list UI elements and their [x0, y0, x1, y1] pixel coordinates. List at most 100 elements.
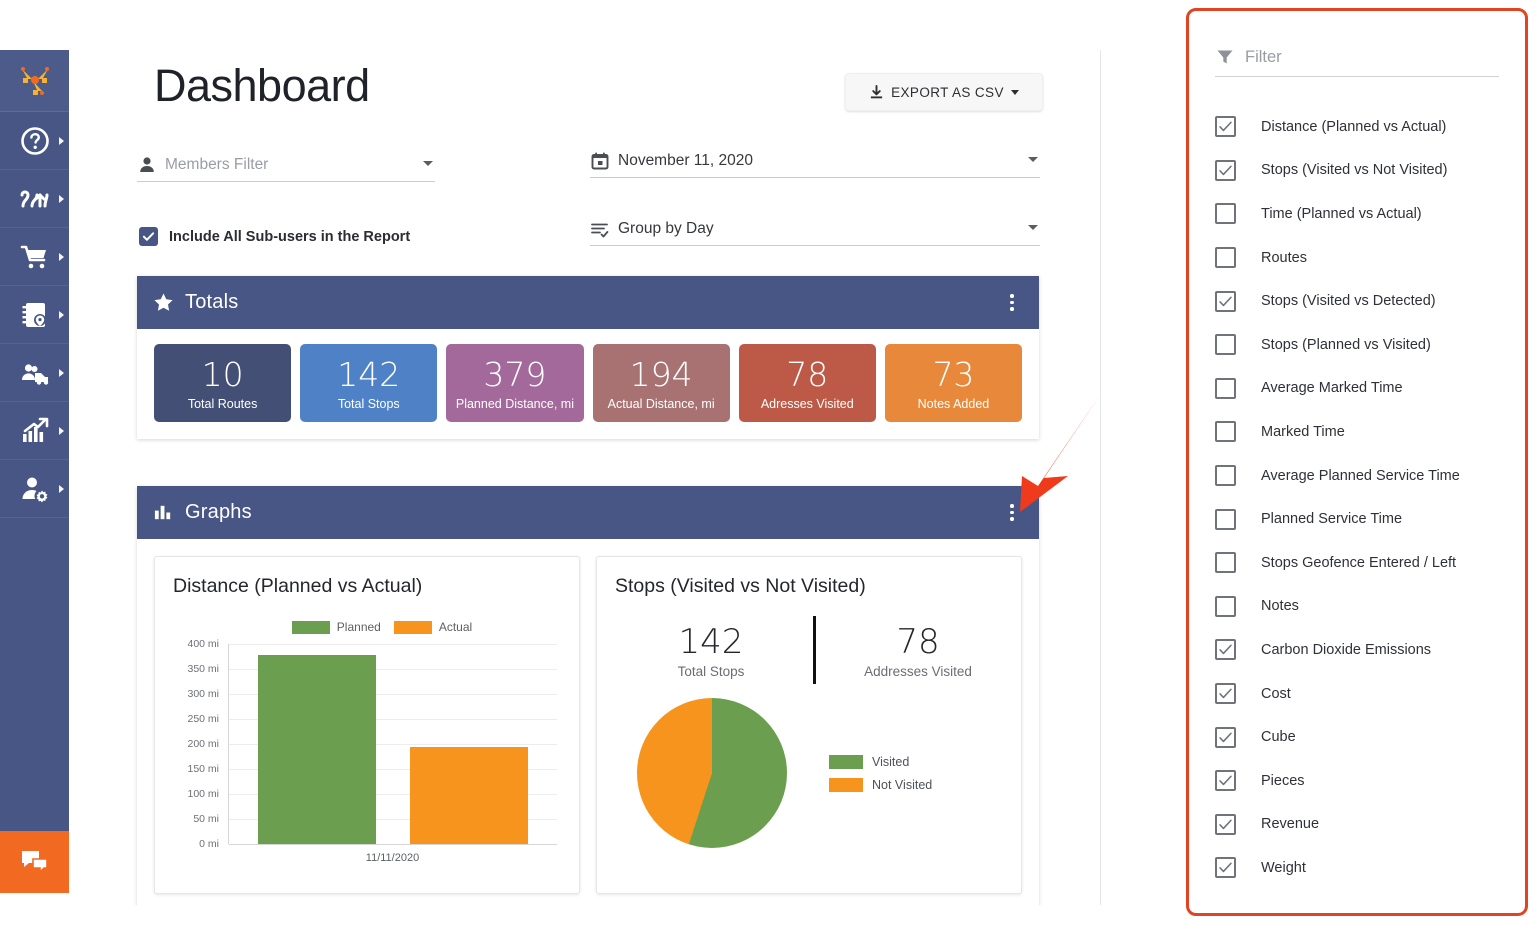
filter-list-item[interactable]: Marked Time	[1215, 410, 1499, 454]
legend-swatch	[291, 620, 330, 634]
chart-growth-icon	[22, 417, 48, 442]
export-as-csv-button[interactable]: EXPORT AS CSV	[845, 73, 1043, 111]
group-by-select[interactable]: Group by Day	[590, 212, 1040, 246]
total-tile-label: Total Stops	[337, 397, 400, 412]
main-content: Dashboard EXPORT AS CSV Members Filter	[69, 50, 1101, 905]
gridline	[229, 694, 557, 695]
sidebar-item-address-book[interactable]	[0, 286, 69, 344]
legend-item: Actual	[393, 620, 473, 634]
pie-legend-label: Visited	[872, 754, 910, 769]
filter-item-label: Notes	[1261, 598, 1299, 615]
chat-button[interactable]	[0, 831, 69, 893]
checkbox-checked-icon[interactable]	[1215, 726, 1236, 748]
sidebar-item-orders[interactable]	[0, 228, 69, 286]
total-tile: 78 Adresses Visited	[738, 344, 876, 423]
filter-list-item[interactable]: Distance (Planned vs Actual)	[1215, 105, 1499, 149]
totals-kebab-menu[interactable]	[1001, 292, 1023, 314]
checkbox-unchecked-icon[interactable]	[1215, 377, 1236, 399]
checkbox-unchecked-icon[interactable]	[1215, 334, 1236, 356]
members-filter-placeholder: Members Filter	[165, 155, 269, 173]
sidebar-item-user-settings[interactable]	[0, 460, 69, 518]
checkbox-unchecked-icon[interactable]	[1215, 203, 1236, 225]
checkbox-checked-icon[interactable]	[1215, 639, 1236, 661]
y-axis-tick: 100 mi	[187, 788, 219, 800]
filter-list-item[interactable]: Time (Planned vs Actual)	[1215, 192, 1499, 236]
stops-pie-chart	[637, 698, 787, 848]
filter-item-label: Carbon Dioxide Emissions	[1261, 641, 1432, 658]
addresses-visited-stat: 78 Addresses Visited	[842, 622, 994, 679]
graph-filter-panel: Filter Distance (Planned vs Actual) Stops…	[1186, 8, 1528, 916]
filter-list-item[interactable]: Routes	[1215, 236, 1499, 280]
chevron-right-icon	[59, 252, 64, 261]
filter-list-item[interactable]: Notes	[1215, 585, 1499, 629]
filter-list-item[interactable]: Carbon Dioxide Emissions	[1215, 628, 1499, 672]
y-axis-tick: 200 mi	[187, 738, 219, 750]
checkbox-unchecked-icon[interactable]	[1215, 465, 1236, 487]
filter-list-item[interactable]: Cube	[1215, 715, 1499, 759]
chat-bubbles-icon	[21, 851, 48, 874]
checkbox-checked-icon[interactable]	[1215, 159, 1236, 181]
checkbox-unchecked-icon[interactable]	[1215, 247, 1236, 269]
filter-item-label: Stops Geofence Entered / Left	[1261, 554, 1457, 571]
total-tile-label: Total Routes	[187, 397, 258, 412]
filter-item-label: Distance (Planned vs Actual)	[1261, 118, 1447, 135]
graphs-body: Distance (Planned vs Actual) Planned Actu…	[137, 539, 1039, 905]
filter-item-label: Average Marked Time	[1261, 380, 1403, 397]
checkbox-unchecked-icon[interactable]	[1215, 421, 1236, 443]
filter-item-label: Marked Time	[1261, 423, 1345, 440]
legend-item: Planned	[291, 620, 381, 634]
question-circle-icon	[20, 126, 49, 155]
date-value: November 11, 2020	[618, 151, 753, 169]
stops-chart-card: Stops (Visited vs Not Visited) 142 Total…	[596, 556, 1022, 894]
filter-list-item[interactable]: Stops (Planned vs Visited)	[1215, 323, 1499, 367]
filter-item-label: Routes	[1261, 249, 1307, 266]
graphs-kebab-menu[interactable]	[1001, 502, 1023, 524]
sidebar-item-team[interactable]	[0, 344, 69, 402]
y-axis-tick: 250 mi	[187, 713, 219, 725]
checkbox-checked-icon[interactable]	[1215, 116, 1236, 138]
filter-list-item[interactable]: Average Marked Time	[1215, 367, 1499, 411]
total-tile: 194 Actual Distance, mi	[592, 344, 730, 423]
checkbox-checked-icon[interactable]	[1215, 770, 1236, 792]
members-filter-select[interactable]: Members Filter	[137, 148, 435, 182]
filter-search-row[interactable]: Filter	[1215, 47, 1499, 77]
sidebar-item-analytics[interactable]	[0, 402, 69, 460]
checkbox-unchecked-icon[interactable]	[1215, 595, 1236, 617]
chevron-right-icon	[59, 194, 64, 203]
filter-list-item[interactable]: Stops Geofence Entered / Left	[1215, 541, 1499, 585]
filter-list-item[interactable]: Pieces	[1215, 759, 1499, 803]
include-subusers-checkbox[interactable]: Include All Sub-users in the Report	[139, 227, 410, 246]
bar-chart-icon	[154, 505, 171, 520]
total-tile-label: Planned Distance, mi	[455, 397, 574, 412]
sidebar-item-logo[interactable]	[0, 50, 69, 112]
filter-list-item[interactable]: Stops (Visited vs Detected)	[1215, 279, 1499, 323]
legend-swatch	[393, 620, 432, 634]
checkbox-checked-icon	[139, 227, 158, 246]
gridline	[229, 719, 557, 720]
sidebar-item-routes[interactable]	[0, 170, 69, 228]
checkbox-unchecked-icon[interactable]	[1215, 508, 1236, 530]
filter-list-item[interactable]: Cost	[1215, 672, 1499, 716]
checkbox-checked-icon[interactable]	[1215, 857, 1236, 879]
page-title: Dashboard	[154, 60, 370, 111]
addresses-visited-label: Addresses Visited	[864, 663, 972, 679]
graphs-section: Graphs Distance (Planned vs Actual) Plan…	[137, 486, 1039, 905]
pie-legend-swatch	[829, 777, 863, 792]
distance-chart-grid	[228, 644, 557, 845]
filter-list-item[interactable]: Weight	[1215, 846, 1499, 890]
checkbox-checked-icon[interactable]	[1215, 813, 1236, 835]
legend-label: Actual	[438, 620, 473, 634]
filter-list-item[interactable]: Planned Service Time	[1215, 497, 1499, 541]
filter-list-item[interactable]: Revenue	[1215, 803, 1499, 847]
filter-list-item[interactable]: Stops (Visited vs Not Visited)	[1215, 149, 1499, 193]
checkbox-unchecked-icon[interactable]	[1215, 552, 1236, 574]
gridline	[229, 769, 557, 770]
filter-list-item[interactable]: Average Planned Service Time	[1215, 454, 1499, 498]
filter-item-label: Cost	[1261, 685, 1291, 702]
checkbox-checked-icon[interactable]	[1215, 683, 1236, 705]
sidebar-item-help[interactable]	[0, 112, 69, 170]
date-range-select[interactable]: November 11, 2020	[590, 144, 1040, 178]
pie-legend-item: Visited	[829, 754, 932, 769]
checkbox-checked-icon[interactable]	[1215, 290, 1236, 312]
